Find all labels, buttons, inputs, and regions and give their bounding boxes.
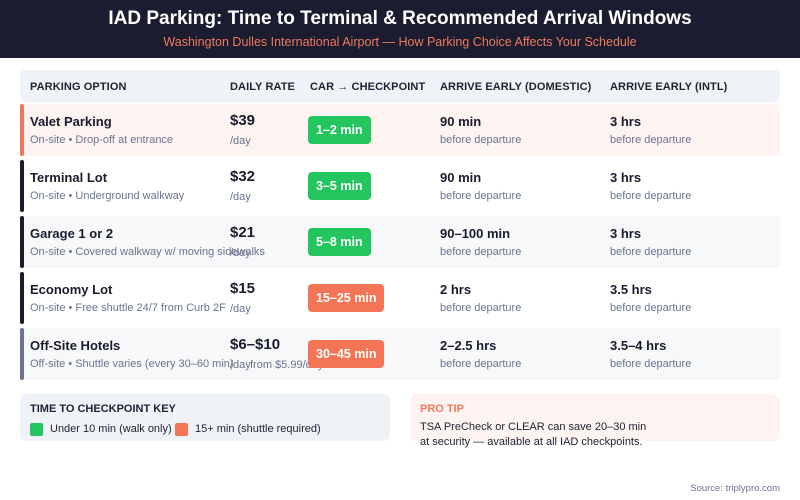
row-accent-bar: [20, 104, 24, 156]
arrive-intl: 3 hrs: [610, 114, 642, 129]
arrive-intl: 3 hrs: [610, 226, 642, 241]
parking-option-desc: On-site • Drop-off at entrance: [30, 134, 174, 146]
checkpoint-time-badge: 3–5 min: [308, 172, 371, 200]
parking-option-name: Valet Parking: [30, 114, 112, 129]
arrive-domestic-sub: before departure: [440, 134, 522, 146]
column-header-parking-option: PARKING OPTION: [30, 81, 127, 93]
daily-rate-unit: /day: [230, 303, 251, 315]
table-row: Valet Parking On-site • Drop-off at entr…: [20, 104, 780, 156]
row-accent-bar: [20, 328, 24, 380]
parking-option-name: Economy Lot: [30, 282, 113, 297]
arrive-domestic-sub: before departure: [440, 246, 522, 258]
daily-rate-unit: /day: [230, 135, 251, 147]
arrive-intl-sub: before departure: [610, 358, 692, 370]
daily-rate: $21: [230, 224, 256, 241]
column-header-arrive-intl: ARRIVE EARLY (INTL): [610, 81, 728, 93]
table-row: Off-Site Hotels Off-site • Shuttle varie…: [20, 328, 780, 380]
daily-rate-unit: /day: [230, 247, 251, 259]
legend-label-walk: Under 10 min (walk only): [50, 423, 172, 435]
checkpoint-time-badge: 15–25 min: [308, 284, 385, 312]
daily-rate: $39: [230, 112, 256, 129]
parking-option-desc: On-site • Free shuttle 24/7 from Curb 2F: [30, 302, 226, 314]
checkpoint-key-legend: TIME TO CHECKPOINT KEY Under 10 min (wal…: [20, 394, 390, 441]
page-header: IAD Parking: Time to Terminal & Recommen…: [0, 0, 800, 58]
table-row: Economy Lot On-site • Free shuttle 24/7 …: [20, 272, 780, 324]
row-accent-bar: [20, 160, 24, 212]
parking-option-name: Garage 1 or 2: [30, 226, 114, 241]
parking-option-name: Off-Site Hotels: [30, 338, 121, 353]
page-subtitle: Washington Dulles International Airport …: [163, 35, 637, 49]
daily-rate: $32: [230, 168, 256, 185]
arrive-domestic: 2 hrs: [440, 282, 472, 297]
row-accent-bar: [20, 272, 24, 324]
row-accent-bar: [20, 216, 24, 268]
arrive-domestic: 90 min: [440, 170, 482, 185]
parking-option-name: Terminal Lot: [30, 170, 108, 185]
arrive-intl-sub: before departure: [610, 246, 692, 258]
arrive-domestic: 90 min: [440, 114, 482, 129]
daily-rate-unit: /day: [230, 359, 251, 371]
pro-tip-line-2: at security — available at all IAD check…: [420, 436, 643, 448]
source-credit: Source: triplypro.com: [690, 483, 780, 494]
legend-swatch-green: [30, 423, 43, 436]
parking-option-desc: On-site • Covered walkway w/ moving side…: [30, 246, 265, 258]
arrive-domestic-sub: before departure: [440, 302, 522, 314]
pro-tip-line-1: TSA PreCheck or CLEAR can save 20–30 min: [420, 421, 647, 433]
legend-label-shuttle: 15+ min (shuttle required): [195, 423, 321, 435]
legend-title: TIME TO CHECKPOINT KEY: [30, 403, 176, 415]
daily-rate: $15: [230, 280, 256, 297]
arrive-domestic-sub: before departure: [440, 358, 522, 370]
pro-tip-box: PRO TIP TSA PreCheck or CLEAR can save 2…: [410, 394, 780, 448]
pro-tip-title: PRO TIP: [420, 403, 465, 415]
arrive-domestic: 90–100 min: [440, 226, 511, 241]
parking-option-desc: Off-site • Shuttle varies (every 30–60 m…: [30, 358, 234, 370]
table-row: Terminal Lot On-site • Underground walkw…: [20, 160, 780, 212]
column-header-daily-rate: DAILY RATE: [230, 81, 295, 93]
arrive-domestic-sub: before departure: [440, 190, 522, 202]
column-header-arrive-domestic: ARRIVE EARLY (DOMESTIC): [440, 81, 592, 93]
arrive-intl: 3 hrs: [610, 170, 642, 185]
arrive-intl-sub: before departure: [610, 302, 692, 314]
checkpoint-time-badge: 30–45 min: [308, 340, 385, 368]
arrive-intl-sub: before departure: [610, 134, 692, 146]
table-header: PARKING OPTION DAILY RATE CAR → CHECKPOI…: [20, 70, 780, 102]
table-row: Garage 1 or 2 On-site • Covered walkway …: [20, 216, 780, 268]
checkpoint-time-badge: 5–8 min: [308, 228, 371, 256]
arrive-intl-sub: before departure: [610, 190, 692, 202]
daily-rate-unit: /day: [230, 191, 251, 203]
arrive-intl: 3.5 hrs: [610, 282, 652, 297]
daily-rate-note: from $5.99/day: [250, 359, 324, 371]
column-header-car-to-checkpoint: CAR → CHECKPOINT: [310, 81, 426, 93]
legend-swatch-orange: [175, 423, 188, 436]
parking-option-desc: On-site • Underground walkway: [30, 190, 185, 202]
daily-rate: $6–$10: [230, 336, 281, 353]
page-title: IAD Parking: Time to Terminal & Recommen…: [108, 8, 692, 29]
arrive-domestic: 2–2.5 hrs: [440, 338, 497, 353]
arrive-intl: 3.5–4 hrs: [610, 338, 667, 353]
checkpoint-time-badge: 1–2 min: [308, 116, 371, 144]
